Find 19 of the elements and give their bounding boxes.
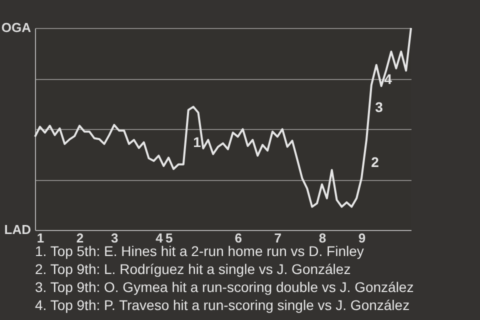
x-tick-label: 6	[234, 230, 242, 246]
text: OGA	[1, 20, 32, 35]
x-tick-label: 3	[111, 230, 118, 246]
text: 1. Top 5th: E. Hines hit a 2-run home run vs D. Finley	[35, 243, 364, 259]
x-tick-label: 2	[76, 230, 84, 246]
annotation: 4	[384, 71, 392, 87]
text: 4. Top 9th: P. Traveso hit a run-scoring single vs J. González	[35, 297, 410, 313]
text: 3. Top 9th: O. Gymea hit a run-scoring double vs J. González	[35, 279, 414, 295]
x-tick-label: 1	[36, 230, 44, 246]
text: 2. Top 9th: L. Rodríguez hit a single vs J. González	[35, 261, 351, 277]
x-tick-label: 5	[165, 230, 173, 246]
x-tick-label: 8	[318, 230, 326, 246]
annotation: 3	[375, 99, 384, 115]
x-tick-label: 9	[358, 230, 366, 246]
text: LAD	[4, 222, 31, 237]
x-tick-label: 4	[156, 230, 164, 246]
annotation: 2	[371, 154, 380, 170]
x-tick-label: 7	[274, 230, 282, 246]
annotation: 1	[193, 134, 202, 150]
